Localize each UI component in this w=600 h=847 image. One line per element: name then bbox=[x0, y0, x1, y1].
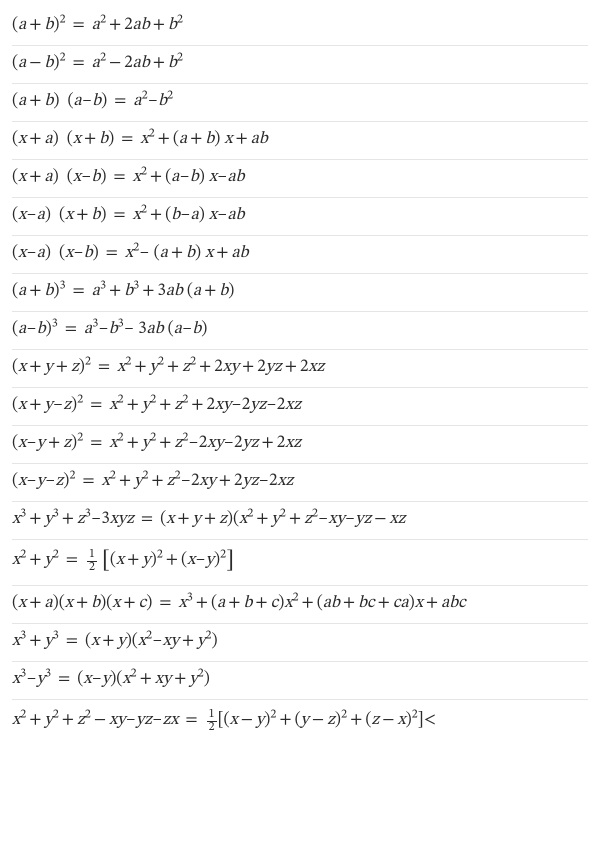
formula-row: (x+a)(x+b)(x+c) = x3+(a+b+c)x2+(ab+bc+ca… bbox=[12, 586, 588, 624]
formula-row: (x–y–z)2 = x2+y2+z2–2xy+2yz–2xz bbox=[12, 464, 588, 502]
formula-row: (a−b)2 = a2−2ab+b2 bbox=[12, 46, 588, 84]
formula-row: x2+y2 = 12 [(x+y)2+(x–y)2] bbox=[12, 540, 588, 586]
formula-row: (a+b)2 = a2+2ab+b2 bbox=[12, 8, 588, 46]
formula-row: x3–y3 = (x–y)(x2+xy+y2) bbox=[12, 662, 588, 700]
formula-row: (x–a) (x–b) = x2– (a+b) x+ab bbox=[12, 236, 588, 274]
formula-row: x3+y3 = (x+y)(x2–xy+y2) bbox=[12, 624, 588, 662]
formula-row: (a+b) (a–b) = a2–b2 bbox=[12, 84, 588, 122]
formula-list: (a+b)2 = a2+2ab+b2 (a−b)2 = a2−2ab+b2 (a… bbox=[0, 0, 600, 753]
formula-row: (a+b)3 = a3+b3+3ab (a+b) bbox=[12, 274, 588, 312]
formula-row: (x–y+z)2 = x2+y2+z2–2xy–2yz+2xz bbox=[12, 426, 588, 464]
formula-row: (x+y–z)2 = x2+y2+z2+2xy–2yz–2xz bbox=[12, 388, 588, 426]
formula-row: x3+y3+z3–3xyz = (x+y+z)(x2+y2+z2–xy–yz−x… bbox=[12, 502, 588, 540]
formula-row: (x+a) (x–b) = x2+(a–b) x–ab bbox=[12, 160, 588, 198]
formula-row: (x+y+z)2 = x2+y2+z2+2xy+2yz+2xz bbox=[12, 350, 588, 388]
formula-row: (x+a) (x+b) = x2+(a+b) x+ab bbox=[12, 122, 588, 160]
formula-row: (a–b)3 = a3–b3– 3ab (a–b) bbox=[12, 312, 588, 350]
formula-row: (x–a) (x+b) = x2+(b–a) x–ab bbox=[12, 198, 588, 236]
formula-row: x2+y2+z2−xy–yz–zx = 12[(x−y)2+(y−z)2+(z−… bbox=[12, 700, 588, 745]
